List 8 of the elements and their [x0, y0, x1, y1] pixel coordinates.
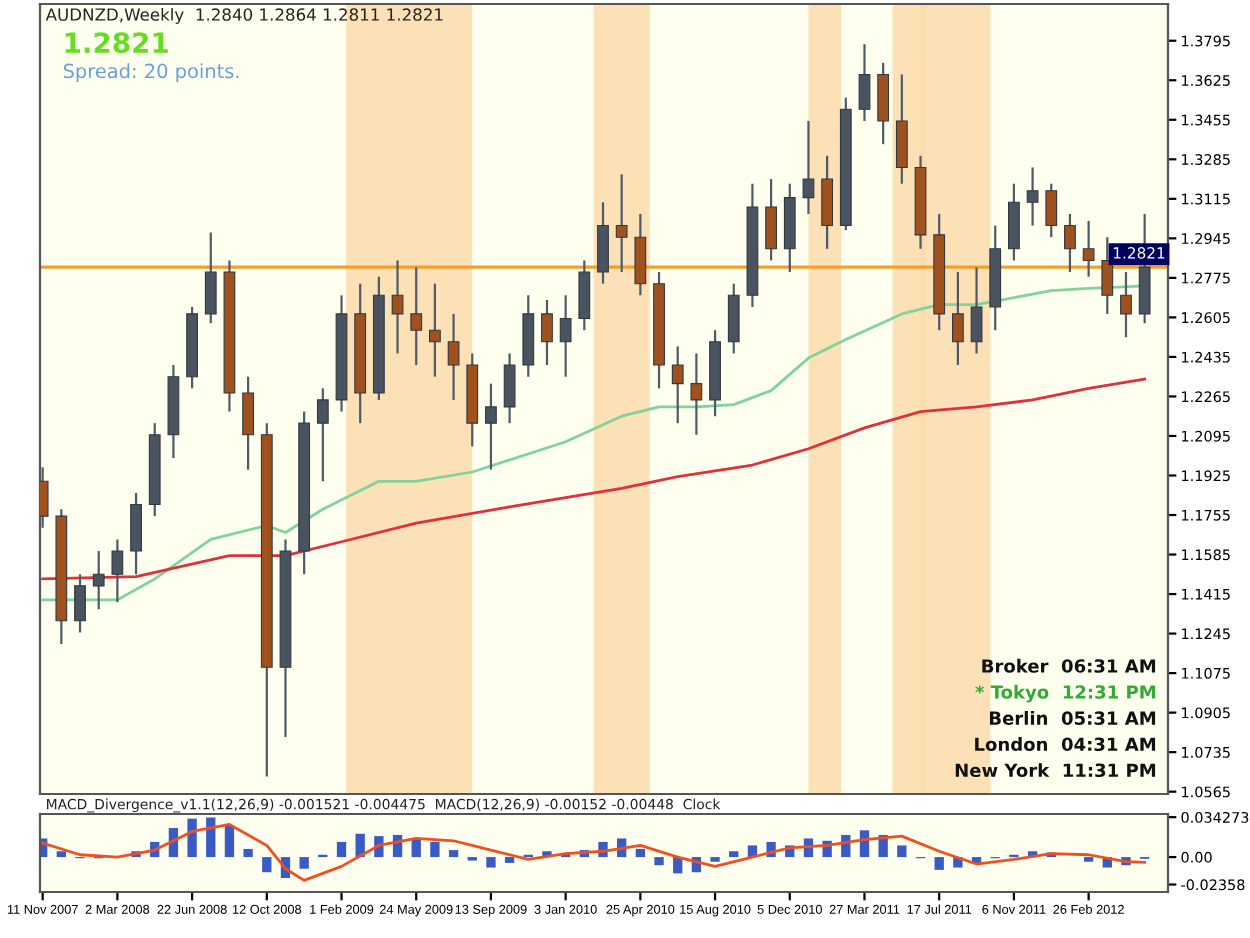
annotation: London 04:31 AM	[975, 737, 1156, 752]
chart-title: AUDNZD,Weekly 1.2840 1.2864 1.2811 1.2821	[45, 7, 443, 25]
annotation: Broker 06:31 AM	[982, 658, 1156, 673]
annotation: Spread: 20 points.	[63, 63, 239, 83]
annotation: * Tokyo 12:31 PM	[975, 684, 1156, 703]
annotation: New York 11:31 PM	[955, 763, 1156, 778]
text: 1.2821	[65, 32, 168, 54]
annotation: Berlin 05:31 AM	[989, 711, 1156, 725]
